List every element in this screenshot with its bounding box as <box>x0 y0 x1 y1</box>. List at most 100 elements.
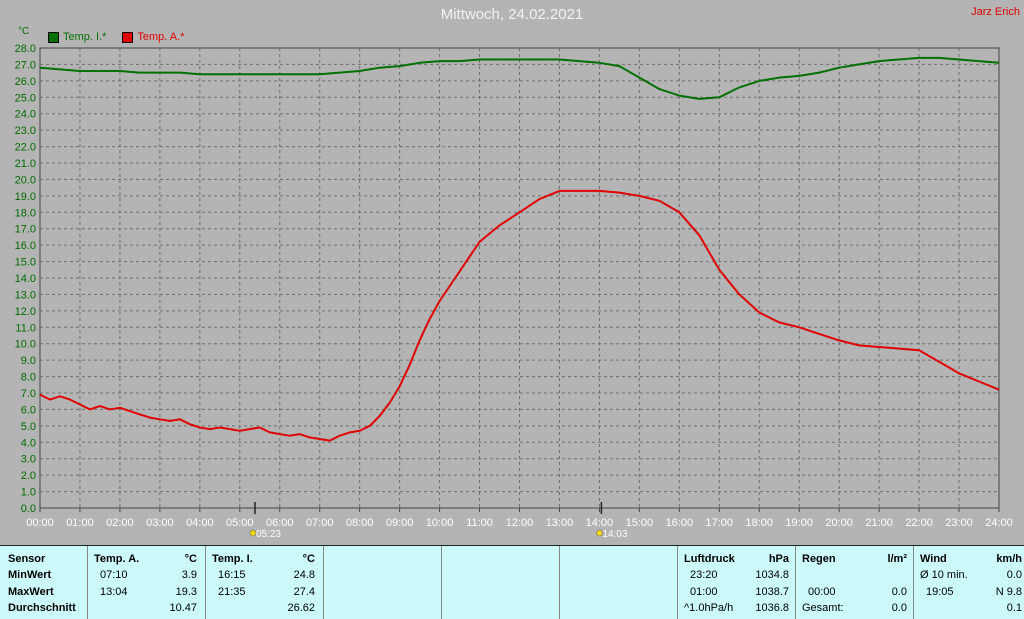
wind-unit: km/h <box>996 553 1022 565</box>
temp-a-min-value: 3.9 <box>181 569 197 581</box>
y-tick-label: 13.0 <box>15 289 36 301</box>
y-tick-label: 0.0 <box>21 503 36 515</box>
y-tick-label: 6.0 <box>21 404 36 416</box>
stats-col-empty-1 <box>324 546 442 619</box>
rain-header: Regen <box>802 553 836 565</box>
y-tick-label: 4.0 <box>21 437 36 449</box>
sunrise-icon <box>249 529 257 537</box>
maxwert-label: MaxWert <box>8 586 54 598</box>
y-tick-label: 26.0 <box>15 76 36 88</box>
x-tick-label: 23:00 <box>945 517 973 529</box>
y-tick-label: 20.0 <box>15 174 36 186</box>
pressure-r2-label: 01:00 <box>690 586 718 598</box>
x-tick-label: 16:00 <box>666 517 694 529</box>
x-tick-label: 18:00 <box>745 517 773 529</box>
rain-r3-value: 0.0 <box>891 602 907 614</box>
x-tick-label: 08:00 <box>346 517 374 529</box>
y-tick-label: 28.0 <box>15 43 36 55</box>
y-tick-label: 1.0 <box>21 487 36 499</box>
rain-unit: l/m² <box>887 553 907 565</box>
y-tick-label: 7.0 <box>21 388 36 400</box>
y-tick-label: 22.0 <box>15 142 36 154</box>
temp-i-unit: °C <box>302 553 315 565</box>
wind-r2-value: N 9.8 <box>995 586 1022 598</box>
y-tick-label: 5.0 <box>21 421 36 433</box>
temp-a-max-value: 19.3 <box>175 586 197 598</box>
series-line-temp-a <box>39 189 1000 442</box>
temp-a-max-time: 13:04 <box>100 586 128 598</box>
marker-label: 14:03 <box>602 529 627 540</box>
stats-col-empty-3 <box>560 546 678 619</box>
y-tick-label: 16.0 <box>15 240 36 252</box>
x-tick-label: 05:00 <box>226 517 254 529</box>
temp-i-avg-value: 26.62 <box>287 602 315 614</box>
legend-swatch-temp-a <box>122 31 134 43</box>
y-tick-label: 14.0 <box>15 273 36 285</box>
legend-item-temp-i: Temp. I.* <box>48 31 106 43</box>
temp-a-unit: °C <box>184 553 197 565</box>
legend-swatch-temp-i <box>48 31 59 43</box>
stats-col-empty-2 <box>442 546 560 619</box>
x-tick-label: 13:00 <box>546 517 574 529</box>
x-tick-label: 14:00 <box>586 517 614 529</box>
pressure-r3-label: ^1.0hPa/h <box>684 602 734 614</box>
x-tick-label: 04:00 <box>186 517 214 529</box>
y-tick-label: 12.0 <box>15 306 36 318</box>
series-line-temp-i <box>39 56 1000 100</box>
legend: Temp. I.* Temp. A.* <box>48 31 184 43</box>
stats-col-rain: Regen l/m² 00:00 0.0 Gesamt: 0.0 <box>796 546 914 619</box>
minwert-label: MinWert <box>8 569 52 581</box>
x-tick-label: 22:00 <box>905 517 933 529</box>
pressure-r2-value: 1038.7 <box>755 586 789 598</box>
wind-r1-label: Ø 10 min. <box>920 569 968 581</box>
y-tick-label: 17.0 <box>15 224 36 236</box>
x-tick-label: 24:00 <box>985 517 1013 529</box>
sun-icon <box>596 529 603 537</box>
temp-a-min-time: 07:10 <box>100 569 128 581</box>
temp-a-header: Temp. A. <box>94 553 140 565</box>
y-tick-label: 24.0 <box>15 109 36 121</box>
x-tick-label: 09:00 <box>386 517 414 529</box>
temp-i-max-time: 21:35 <box>218 586 246 598</box>
wind-r2-label: 19:05 <box>926 586 954 598</box>
x-tick-label: 03:00 <box>146 517 174 529</box>
temp-i-min-value: 24.8 <box>293 569 315 581</box>
pressure-unit: hPa <box>768 553 789 565</box>
chart-area: 0.0 1.0 2.0 3.0 4.0 5.0 6.0 7.0 8.0 9.0 10.0 11.0 12… <box>15 43 1013 540</box>
x-tick-label: 17:00 <box>706 517 734 529</box>
author-label: Jarz Erich <box>971 6 1020 18</box>
y-tick-label: 18.0 <box>15 207 36 219</box>
x-tick-label: 15:00 <box>626 517 654 529</box>
y-tick-label: 2.0 <box>21 470 36 482</box>
x-tick-label: 12:00 <box>506 517 534 529</box>
y-tick-label: 8.0 <box>21 372 36 384</box>
pressure-r3-value: 1036.8 <box>755 602 789 614</box>
stats-col-temp-a: Temp. A. °C 07:10 3.9 13:04 19.3 10.47 <box>88 546 206 619</box>
legend-label-temp-a: Temp. A.* <box>137 31 185 43</box>
y-tick-label: 11.0 <box>15 322 36 334</box>
stats-col-pressure: Luftdruck hPa 23:20 1034.8 01:00 1038.7 … <box>678 546 796 619</box>
x-tick-label: 21:00 <box>865 517 893 529</box>
y-tick-label: 3.0 <box>21 454 36 466</box>
y-axis-unit: °C <box>18 26 30 37</box>
stats-col-temp-i: Temp. I. °C 16:15 24.8 21:35 27.4 26.62 <box>206 546 324 619</box>
pressure-r1-value: 1034.8 <box>755 569 789 581</box>
temp-i-header: Temp. I. <box>212 553 253 565</box>
sensor-header: Sensor <box>8 553 46 565</box>
x-tick-label: 11:00 <box>466 517 493 529</box>
x-tick-label: 10:00 <box>426 517 454 529</box>
x-tick-label: 07:00 <box>306 517 334 529</box>
y-tick-label: 21.0 <box>15 158 36 170</box>
legend-label-temp-i: Temp. I.* <box>63 31 107 43</box>
temp-i-max-value: 27.4 <box>293 586 315 598</box>
legend-item-temp-a: Temp. A.* <box>122 31 184 43</box>
x-tick-label: 19:00 <box>785 517 813 529</box>
rain-r2-label: 00:00 <box>808 586 836 598</box>
x-tick-label: 06:00 <box>266 517 294 529</box>
x-tick-label: 01:00 <box>66 517 94 529</box>
temperature-chart: 0.0 1.0 2.0 3.0 4.0 5.0 6.0 7.0 8.0 9.0 10.0 11.0 12… <box>15 43 1013 540</box>
stats-col-wind: Wind km/h Ø 10 min. 0.0 19:05 N 9.8 0.1 <box>914 546 1024 619</box>
pressure-r1-label: 23:20 <box>690 569 718 581</box>
x-tick-label: 00:00 <box>26 517 54 529</box>
temp-i-min-time: 16:15 <box>218 569 246 581</box>
